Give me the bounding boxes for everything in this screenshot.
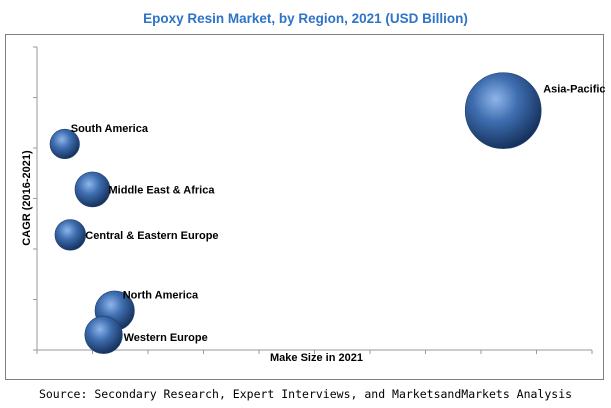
chart-title: Epoxy Resin Market, by Region, 2021 (USD…: [143, 11, 468, 26]
bubble-label: Central & Eastern Europe: [85, 230, 218, 242]
bubble-middle-east-africa: [74, 171, 111, 208]
bubble-label: Asia-Pacific: [543, 84, 605, 96]
bubble-south-america: [49, 128, 80, 160]
y-axis-label: CAGR (2016-2021): [21, 150, 33, 246]
source-note: Source: Secondary Research, Expert Inter…: [38, 387, 573, 401]
bubble-central-eastern-europe: [54, 219, 86, 251]
bubble-label: Western Europe: [124, 332, 208, 344]
chart-frame: [5, 34, 604, 380]
bubble-label: North America: [123, 290, 199, 302]
bubble-label: Middle East & Africa: [109, 184, 216, 196]
bubble-label: South America: [71, 123, 149, 135]
bubble-western-europe: [84, 315, 123, 354]
x-axis-label: Make Size in 2021: [270, 352, 363, 364]
bubble-asia-pacific: [464, 72, 542, 149]
